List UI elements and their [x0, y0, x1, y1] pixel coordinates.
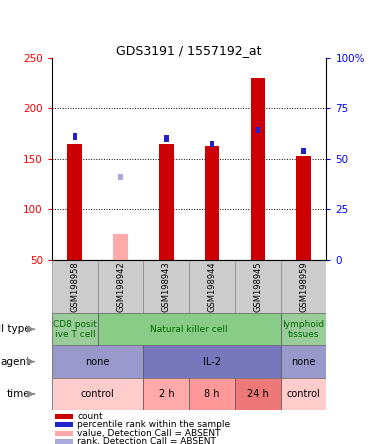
Text: GSM198945: GSM198945	[253, 261, 262, 312]
Bar	[210, 141, 214, 147]
Bar	[73, 134, 77, 139]
Bar	[205, 146, 219, 260]
Bar	[144, 260, 189, 313]
Text: IL-2: IL-2	[203, 357, 221, 367]
Text: 2 h: 2 h	[158, 389, 174, 399]
Bar	[98, 313, 281, 345]
Text: 8 h: 8 h	[204, 389, 220, 399]
Bar	[301, 147, 306, 154]
Bar	[55, 422, 73, 428]
Bar	[55, 431, 73, 436]
Bar	[281, 345, 326, 378]
Bar	[144, 345, 281, 378]
Bar	[256, 127, 260, 134]
Bar	[159, 143, 174, 260]
Bar	[55, 439, 73, 444]
Text: agent: agent	[0, 357, 30, 367]
Bar	[118, 174, 123, 180]
Bar	[98, 260, 144, 313]
Text: control: control	[287, 389, 321, 399]
Bar	[281, 313, 326, 345]
Text: GSM198942: GSM198942	[116, 261, 125, 312]
Bar	[189, 378, 235, 410]
Bar	[144, 378, 189, 410]
Bar	[55, 414, 73, 419]
Bar	[52, 378, 144, 410]
Bar	[281, 378, 326, 410]
Text: lymphoid
tissues: lymphoid tissues	[283, 320, 325, 339]
Bar	[68, 143, 82, 260]
Bar	[235, 260, 281, 313]
Bar	[235, 378, 281, 410]
Text: CD8 posit
ive T cell: CD8 posit ive T cell	[53, 320, 97, 339]
Text: time: time	[7, 389, 30, 399]
Text: control: control	[81, 389, 115, 399]
Text: percentile rank within the sample: percentile rank within the sample	[78, 420, 231, 429]
Bar	[164, 135, 168, 142]
Text: rank, Detection Call = ABSENT: rank, Detection Call = ABSENT	[78, 437, 216, 444]
Text: value, Detection Call = ABSENT: value, Detection Call = ABSENT	[78, 429, 221, 438]
Bar	[113, 234, 128, 260]
Bar	[296, 156, 311, 260]
Text: GSM198959: GSM198959	[299, 261, 308, 312]
Text: none: none	[291, 357, 316, 367]
Text: none: none	[85, 357, 110, 367]
Title: GDS3191 / 1557192_at: GDS3191 / 1557192_at	[116, 44, 262, 56]
Bar	[281, 260, 326, 313]
Bar	[52, 313, 98, 345]
Text: GSM198943: GSM198943	[162, 261, 171, 312]
Bar	[52, 345, 144, 378]
Bar	[250, 78, 265, 260]
Text: GSM198944: GSM198944	[208, 261, 217, 312]
Bar	[52, 260, 98, 313]
Bar	[189, 260, 235, 313]
Text: Natural killer cell: Natural killer cell	[150, 325, 228, 334]
Text: GSM198958: GSM198958	[70, 261, 79, 312]
Text: cell type: cell type	[0, 324, 30, 334]
Text: count: count	[78, 412, 103, 421]
Text: 24 h: 24 h	[247, 389, 269, 399]
